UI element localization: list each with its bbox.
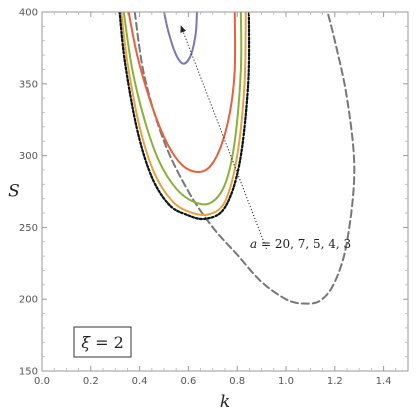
y-tick-label: 400: [19, 8, 38, 19]
parameter-label: ξ = 2: [81, 333, 124, 352]
x-tick-label: 0.4: [132, 376, 148, 387]
annotation-variable: a: [250, 237, 257, 251]
x-tick-label: 1.0: [278, 376, 294, 387]
series-line-1: [163, 12, 198, 65]
annotation-layer: a = 20, 7, 5, 4, 3 ξ = 2: [73, 25, 351, 358]
x-axis-title: k: [220, 392, 230, 412]
x-tick-label: 0.6: [180, 376, 196, 387]
parameter-symbol: ξ: [81, 333, 91, 352]
x-tick-label: 0.0: [34, 376, 50, 387]
series-line-2: [127, 12, 237, 174]
parameter-box: [73, 326, 132, 358]
series-line-3: [122, 12, 243, 206]
annotation-arrow: [180, 25, 267, 250]
annotation-label: a = 20, 7, 5, 4, 3: [250, 237, 351, 251]
annotation-values: = 20, 7, 5, 4, 3: [257, 237, 351, 251]
y-tick-label: 300: [19, 151, 38, 162]
x-tick-label: 1.2: [327, 376, 343, 387]
series-line-4: [120, 12, 247, 217]
series-layer: [118, 12, 356, 305]
y-tick-label: 350: [19, 79, 38, 90]
series-line-7: [133, 12, 356, 305]
y-tick-label: 150: [19, 367, 38, 378]
y-axis-title: S: [8, 182, 20, 202]
x-tick-label: 0.8: [229, 376, 245, 387]
parameter-value: = 2: [90, 333, 124, 352]
x-tick-label: 0.2: [83, 376, 99, 387]
series-line-5: [118, 12, 251, 221]
y-tick-label: 200: [19, 295, 38, 306]
y-tick-label: 250: [19, 223, 38, 234]
x-tick-label: 1.4: [376, 376, 392, 387]
axes-layer: 0.0 0.2 0.4 0.6 0.8 1.0 1.2 1.4 150 200 250 300 350 4…: [8, 8, 409, 412]
